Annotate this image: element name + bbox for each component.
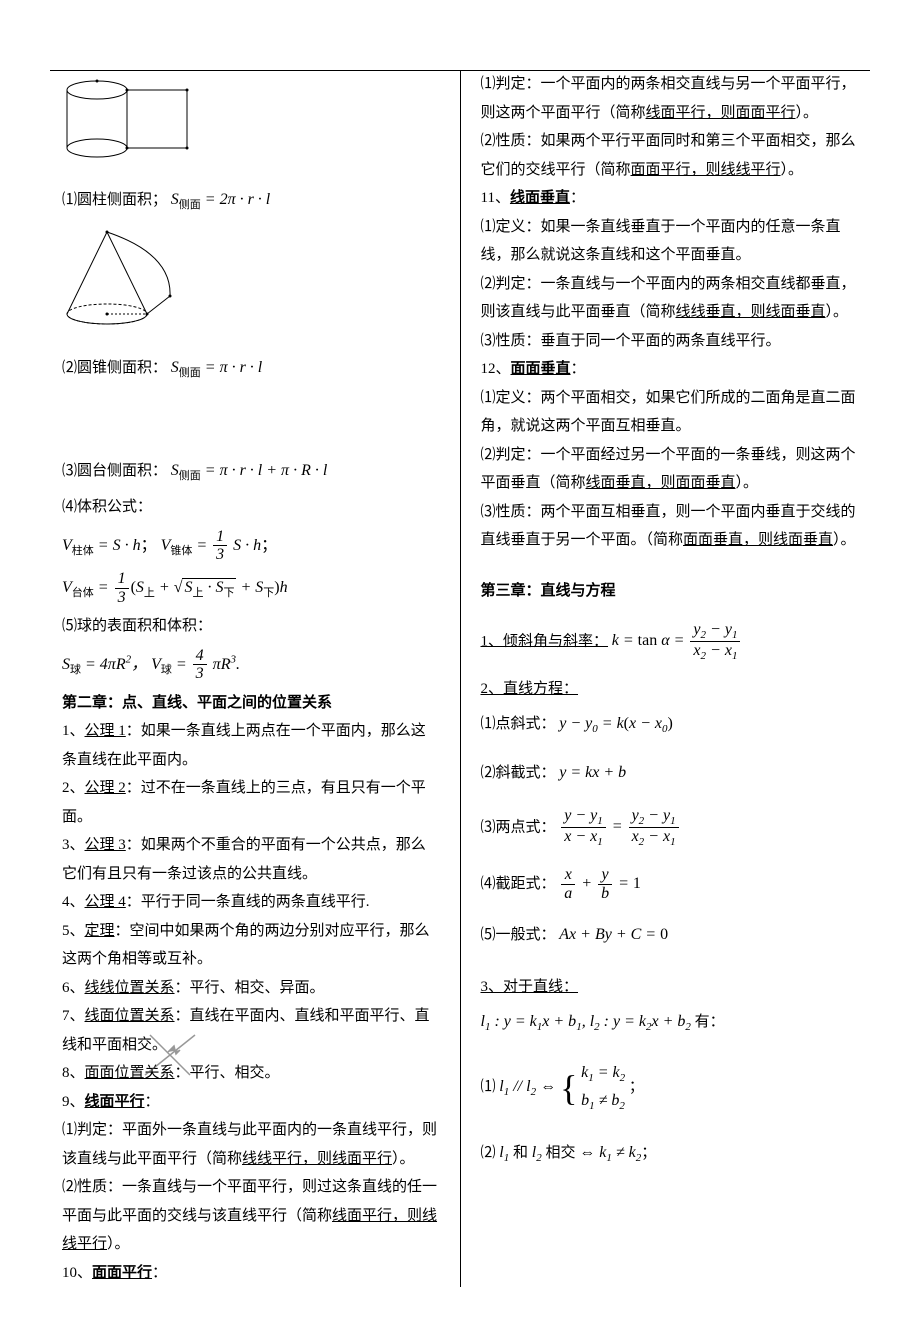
axiom4: 4、公理 4：平行于同一条直线的两条直线平行. [62,888,440,917]
two-point: ⑶两点式： y − y1x − x1 = y2 − y1x2 − x1 [481,807,859,849]
plane-plane: 8、面面位置关系：平行、相交。 [62,1059,440,1088]
lpp-prop: ⑵性质：一条直线与一个平面平行，则过这条直线的任一平面与此平面的交线与该直线平行… [62,1173,440,1259]
cone-formula-line: ⑵圆锥侧面积： S侧面 = π · r · l [62,353,440,384]
cyl-formula: S侧面 = 2π · r · l [171,191,270,208]
axiom1: 1、公理 1：如果一条直线上两点在一个平面内，那么这条直线在此平面内。 [62,717,440,774]
ppp-prop: ⑵性质：如果两个平行平面同时和第三个平面相交，那么它们的交线平行（简称面面平行，… [481,127,859,184]
left-column: ⑴圆柱侧面积； S侧面 = 2π · r · l ⑵圆锥侧面积： S侧面 = π… [50,70,452,1287]
plane-plane-perp: 12、面面垂直： [481,355,859,384]
volume-formula-a: V柱体 = S · h； V锥体 = 13 S · h； [62,528,440,564]
ppv-judge: ⑵判定：一个平面经过另一个平面的一条垂线，则这两个平面垂直（简称线面垂直，则面面… [481,441,859,498]
ppp-judge: ⑴判定：一个平面内的两条相交直线与另一个平面平行，则这两个平面平行（简称线面平行… [481,70,859,127]
slope-intercept: ⑵斜截式： y = kx + b [481,758,859,788]
sphere-formula: S球 = 4πR2， V球 = 43 πR3. [62,647,440,683]
lpv-def: ⑴定义：如果一条直线垂直于一个平面内的任意一条直线，那么就说这条直线和这个平面垂… [481,213,859,270]
axiom2: 2、公理 2：过不在一条直线上的三点，有且只有一个平面。 [62,774,440,831]
line-plane-perp: 11、线面垂直： [481,184,859,213]
intersect-cond: ⑵ l1 和 l2 相交 ⇔ k1 ≠ k2； [481,1138,859,1169]
cyl-formula-line: ⑴圆柱侧面积； S侧面 = 2π · r · l [62,185,440,216]
frustum-formula: S侧面 = π · r · l + π · R · l [171,462,328,479]
page: ⑴圆柱侧面积； S侧面 = 2π · r · l ⑵圆锥侧面积： S侧面 = π… [0,0,920,1327]
volume-label: ⑷体积公式： [62,493,440,522]
sphere-label: ⑸球的表面积和体积： [62,612,440,641]
frustum-label: ⑶圆台侧面积： [62,463,167,479]
plane-plane-parallel: 10、面面平行： [62,1259,440,1288]
axiom3: 3、公理 3：如果两个不重合的平面有一个公共点，那么它们有且只有一条过该点的公共… [62,831,440,888]
line-plane: 7、线面位置关系：直线在平面内、直线和平面平行、直线和平面相交。 [62,1002,440,1059]
relations-lines: l1 : y = k1x + b1, l2 : y = k2x + b2 有： [481,1007,859,1038]
ppv-prop: ⑶性质：两个平面互相垂直，则一个平面内垂直于交线的直线垂直于另一个平面。（简称面… [481,498,859,555]
lpp-judge: ⑴判定：平面外一条直线与此平面内的一条直线平行，则该直线与此平面平行（简称线线平… [62,1116,440,1173]
column-divider [460,70,461,1287]
slope-line: 1、倾斜角与斜率： k = tan α = y2 − y1x2 − x1 [481,621,859,663]
intercept: ⑷截距式： xa + yb = 1 [481,866,859,902]
line-line: 6、线线位置关系：平行、相交、异面。 [62,974,440,1003]
ppv-def: ⑴定义：两个平面相交，如果它们所成的二面角是直二面角，就说这两个平面互相垂直。 [481,384,859,441]
cone-figure [62,224,440,340]
volume-formula-b: V台体 = 13(S上 + √S上 · S下 + S下)h [62,570,440,606]
line-eq-heading: 2、直线方程： [481,675,859,704]
lpv-judge: ⑵判定：一条直线与一个平面内的两条相交直线都垂直，则该直线与此平面垂直（简称线线… [481,270,859,327]
point-slope: ⑴点斜式： y − y0 = k(x − x0) [481,709,859,740]
cyl-label: ⑴圆柱侧面积； [62,192,167,208]
top-rule [50,70,870,71]
right-column: ⑴判定：一个平面内的两条相交直线与另一个平面平行，则这两个平面平行（简称线面平行… [469,70,871,1287]
chapter3-title: 第三章：直线与方程 [481,577,859,606]
theorem: 5、定理：空间中如果两个角的两边分别对应平行，那么这两个角相等或互补。 [62,917,440,974]
cone-label: ⑵圆锥侧面积： [62,360,167,376]
cone-formula: S侧面 = π · r · l [171,359,262,376]
parallel-cond: ⑴ l1 // l2 ⇔ { k1 = k2 b1 ≠ b2 ； [481,1060,859,1116]
chapter2-title: 第二章：点、直线、平面之间的位置关系 [62,689,440,718]
general: ⑸一般式： Ax + By + C = 0 [481,920,859,950]
slope-formula: k = tan α = y2 − y1x2 − x1 [612,632,743,649]
line-plane-parallel: 9、线面平行： [62,1088,440,1117]
lpv-prop: ⑶性质：垂直于同一个平面的两条直线平行。 [481,327,859,356]
cylinder-figure [62,78,440,171]
frustum-formula-line: ⑶圆台侧面积： S侧面 = π · r · l + π · R · l [62,456,440,487]
slope-label: 1、倾斜角与斜率： [481,633,609,649]
relations-heading: 3、对于直线： [481,973,859,1002]
